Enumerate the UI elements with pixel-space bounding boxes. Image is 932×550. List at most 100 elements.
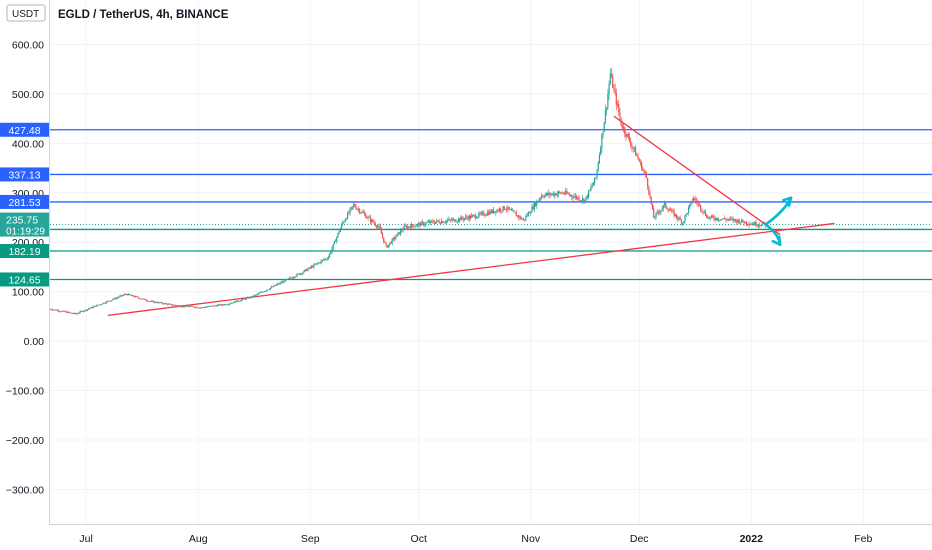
candle-body <box>481 212 484 214</box>
candle-body <box>101 304 103 305</box>
candle-body <box>112 299 114 301</box>
candle-body <box>612 75 614 88</box>
candle-body <box>407 226 409 229</box>
candle-body <box>328 253 331 258</box>
candle-body <box>380 229 382 234</box>
x-axis-ticks[interactable]: Jul Aug Sep Oct Nov Dec 2022 Feb <box>79 533 872 545</box>
candle-body <box>324 258 326 260</box>
candle-body <box>544 194 546 197</box>
candle-body <box>627 133 629 137</box>
x-tick-label: Oct <box>411 533 427 545</box>
chart-header: USDT EGLD / TetherUS, 4h, BINANCE <box>6 4 229 22</box>
candle-body <box>130 294 132 296</box>
x-tick-label: Aug <box>189 533 208 545</box>
candle-body <box>685 213 687 216</box>
candle-body <box>174 304 176 306</box>
candle-body <box>220 304 222 306</box>
candle-body <box>443 222 445 224</box>
candle-body <box>419 223 421 226</box>
candle-body <box>647 178 649 187</box>
candle-body <box>307 268 309 271</box>
candle-body <box>206 306 208 308</box>
candle-body <box>233 301 235 303</box>
candle-body <box>139 298 141 300</box>
candle-body <box>632 146 634 149</box>
candle-body <box>615 92 617 105</box>
candle-body <box>753 223 755 225</box>
candle-body <box>266 289 268 291</box>
candle-body <box>107 300 109 302</box>
candle-body <box>403 225 405 230</box>
candle-body <box>454 218 456 222</box>
candle-body <box>228 303 231 305</box>
candle-body <box>243 298 245 300</box>
candle-body <box>408 226 410 228</box>
candle-body <box>302 272 304 274</box>
candle-body <box>402 229 404 231</box>
level-label: 337.13 <box>8 169 40 181</box>
candle-body <box>477 216 479 218</box>
candle-body <box>238 301 240 302</box>
candle-body <box>244 298 246 300</box>
candle-body <box>571 195 573 197</box>
candle-body <box>203 307 205 308</box>
candle-body <box>659 212 661 214</box>
candle-body <box>567 193 569 195</box>
candle-body <box>156 302 158 304</box>
candle-body <box>83 311 85 312</box>
candle-body <box>557 191 560 194</box>
candle-body <box>531 206 533 213</box>
candle-body <box>712 215 714 218</box>
candle-body <box>584 199 586 203</box>
level-label: 182.19 <box>8 246 40 258</box>
candle-body <box>592 183 595 186</box>
candle-body <box>569 195 572 196</box>
candle-body <box>314 264 316 266</box>
x-tick-label: Nov <box>521 533 540 545</box>
level-label: 281.53 <box>8 197 40 209</box>
candle-body <box>339 228 341 232</box>
candle-body <box>190 305 192 307</box>
candle-body <box>716 218 719 221</box>
candle-body <box>409 226 411 229</box>
candle-body <box>214 305 216 307</box>
candle-body <box>683 221 685 223</box>
candle-body <box>566 191 568 194</box>
candle-body <box>748 224 750 226</box>
candle-body <box>124 294 126 295</box>
candle-body <box>224 304 226 306</box>
level-badge <box>0 122 49 137</box>
candle-body <box>583 198 585 203</box>
candle-body <box>384 242 386 243</box>
candle-body <box>472 215 474 216</box>
candle-body <box>221 304 223 306</box>
candle-body <box>548 192 550 195</box>
candle-body <box>333 241 335 245</box>
candle-body <box>631 145 633 147</box>
candle-body <box>475 217 478 219</box>
currency-badge[interactable] <box>6 4 46 22</box>
candle-body <box>734 219 737 221</box>
candle-body <box>700 205 702 210</box>
candle-body <box>115 297 117 299</box>
candle-body <box>56 310 58 312</box>
candle-body <box>395 236 397 239</box>
candle-body <box>533 203 535 210</box>
candle-body <box>666 207 668 210</box>
candle-body <box>90 307 92 309</box>
candle-body <box>396 234 398 237</box>
candle-body <box>373 222 375 224</box>
candle-body <box>714 219 716 220</box>
candle-body <box>720 219 722 221</box>
candle-body <box>501 210 503 212</box>
candle-body <box>226 304 228 306</box>
candle-body <box>386 245 388 248</box>
candle-body <box>518 215 520 218</box>
candle-body <box>494 211 496 213</box>
candle-body <box>325 258 327 260</box>
candle-body <box>715 218 717 220</box>
candle-body <box>377 226 379 228</box>
candle-body <box>498 208 501 211</box>
candle-body <box>736 220 738 223</box>
